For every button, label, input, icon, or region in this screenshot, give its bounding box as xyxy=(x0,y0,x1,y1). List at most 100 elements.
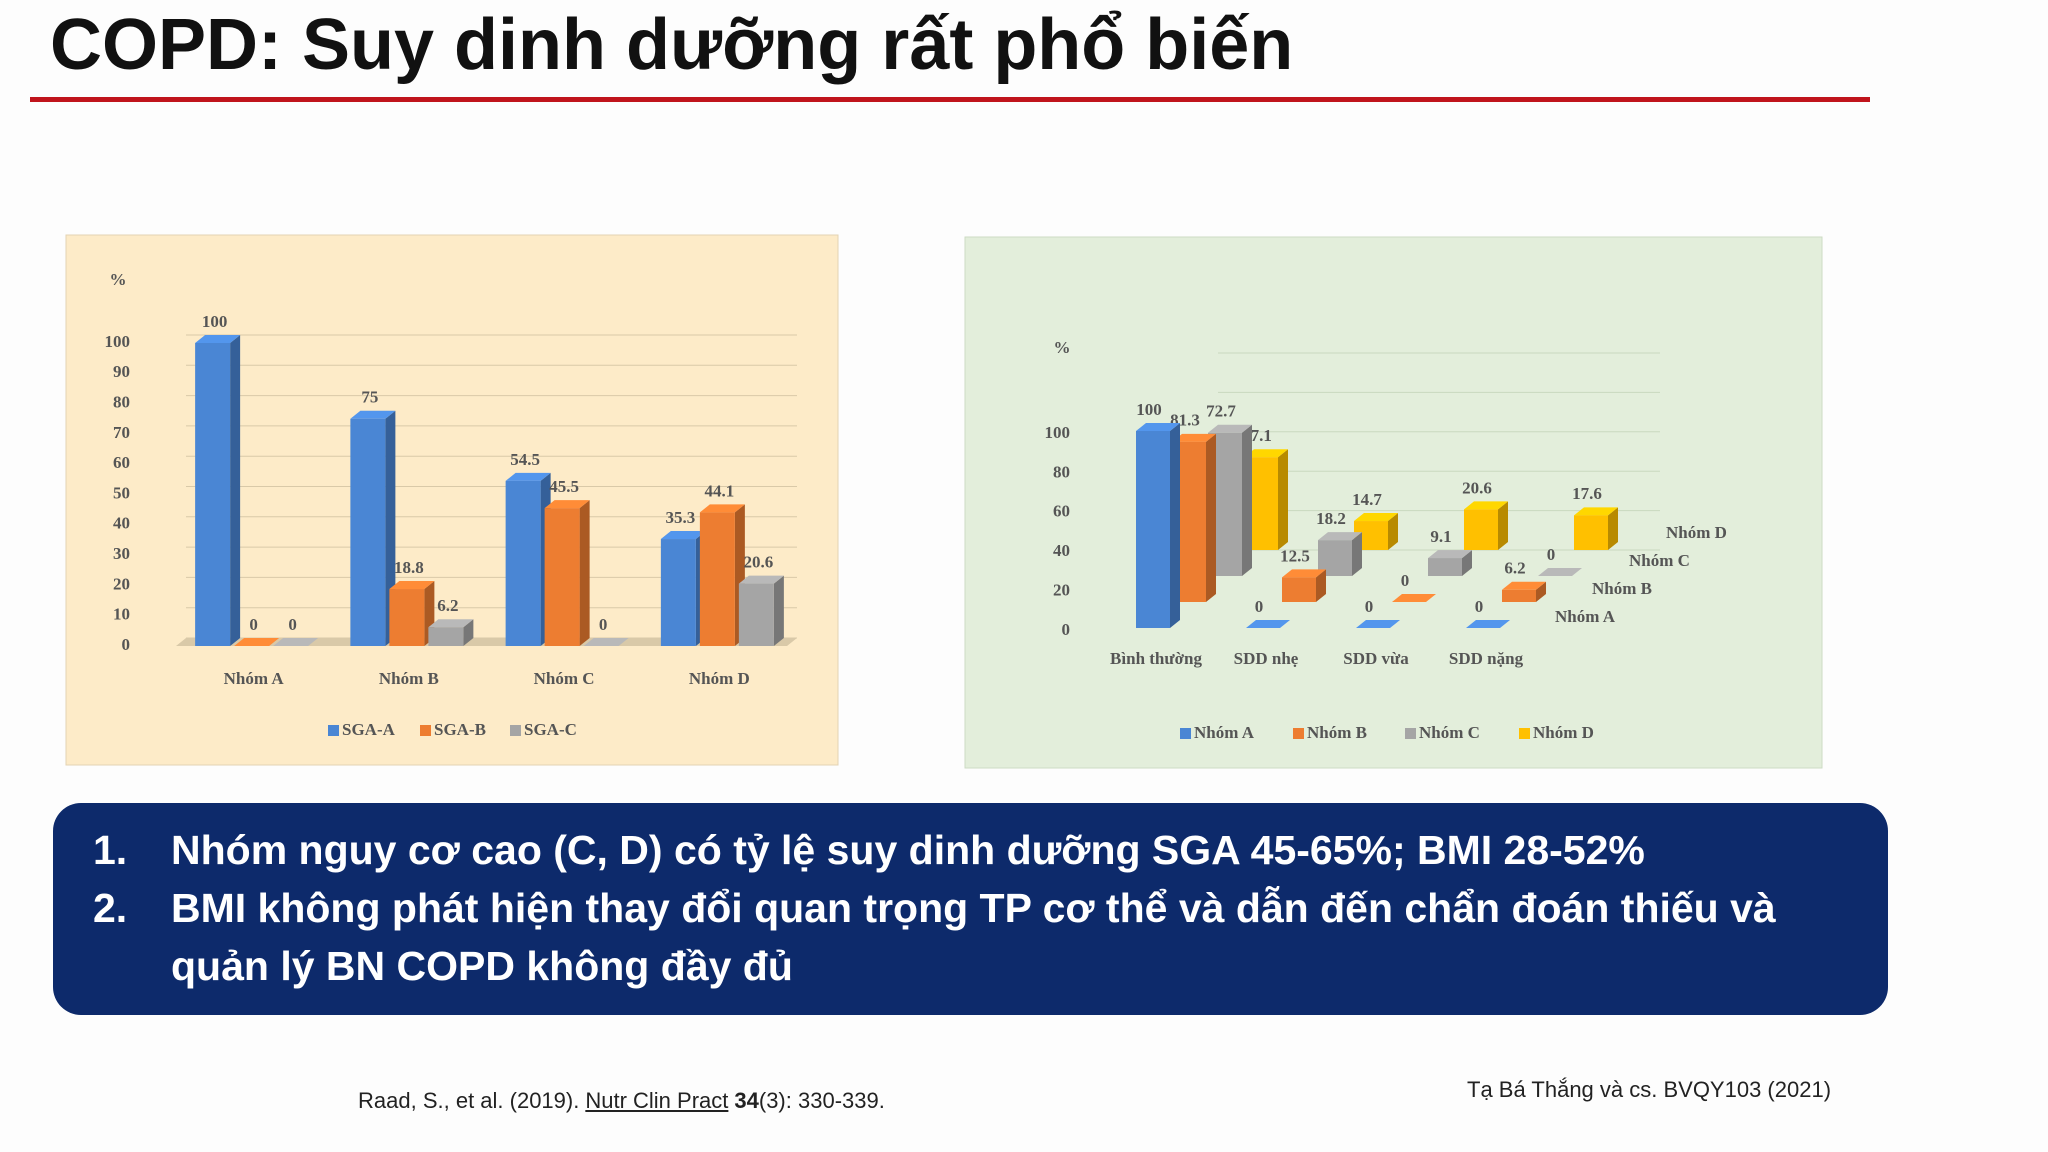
bar-top xyxy=(1356,620,1400,628)
point-number: 1. xyxy=(93,827,128,873)
legend-swatch xyxy=(328,725,339,736)
y-tick-label: 100 xyxy=(1045,423,1071,442)
bar xyxy=(1428,558,1462,576)
bar-top xyxy=(1502,581,1546,590)
value-label: 20.6 xyxy=(1462,478,1492,497)
bar-top xyxy=(234,638,280,646)
bar xyxy=(505,480,541,646)
reference: Raad, S., et al. (2019). Nutr Clin Pract 3… xyxy=(358,1088,891,1114)
value-label: 0 xyxy=(599,615,608,634)
value-label: 0 xyxy=(1365,597,1374,616)
y-tick-label: 40 xyxy=(1053,541,1070,560)
x-tick-label: SDD nhẹ xyxy=(1234,649,1299,668)
legend-label: Nhóm C xyxy=(1419,723,1480,742)
chart-panel xyxy=(65,234,839,766)
slide-title: COPD: Suy dinh dưỡng rất phổ biến xyxy=(50,5,1294,85)
y-tick-label: 40 xyxy=(113,514,130,533)
ref-journal: Nutr Clin Pract xyxy=(585,1088,729,1113)
legend-label: Nhóm A xyxy=(1194,723,1255,742)
bar-top xyxy=(1538,568,1582,576)
bar xyxy=(738,583,774,646)
ref-volume: 34 xyxy=(734,1088,759,1113)
bar-top xyxy=(389,581,435,590)
ref-authors: Raad, S., et al. (2019). xyxy=(358,1088,580,1113)
bar-top xyxy=(1244,449,1288,458)
bar-top xyxy=(428,619,474,628)
bar-side xyxy=(1170,423,1180,628)
bar xyxy=(544,508,580,646)
bar xyxy=(195,343,231,646)
bar-top xyxy=(350,410,396,419)
y-tick-label: 80 xyxy=(113,393,130,412)
bar-side xyxy=(463,619,474,646)
bar-side xyxy=(1352,532,1362,576)
bar-side xyxy=(579,500,590,646)
bar-top xyxy=(1246,620,1290,628)
bar xyxy=(1136,431,1170,628)
value-label: 0 xyxy=(1547,545,1556,564)
bar-top xyxy=(1354,513,1398,522)
bar-top xyxy=(1136,423,1180,431)
legend-label: SGA-B xyxy=(434,720,486,739)
y-tick-label: 30 xyxy=(113,544,130,563)
value-label: 6.2 xyxy=(437,596,458,615)
value-label: 20.6 xyxy=(744,552,774,571)
y-tick-label: 60 xyxy=(113,453,130,472)
key-points: 1. Nhóm nguy cơ cao (C, D) có tỷ lệ suy d… xyxy=(53,803,1888,1015)
value-label: 9.1 xyxy=(1430,527,1451,546)
depth-label: Nhóm B xyxy=(1592,579,1652,598)
value-label: 18.2 xyxy=(1316,509,1346,528)
bar-top xyxy=(1318,532,1362,541)
x-tick-label: Bình thường xyxy=(1110,649,1202,668)
y-tick-label: 60 xyxy=(1053,502,1070,521)
bar xyxy=(1282,577,1316,602)
bar-side xyxy=(1316,569,1326,602)
legend-swatch xyxy=(1519,728,1530,739)
title-rule xyxy=(30,97,1870,102)
value-label: 18.8 xyxy=(394,558,424,577)
value-label: 72.7 xyxy=(1206,402,1236,421)
legend-label: SGA-A xyxy=(342,720,396,739)
y-tick-label: 80 xyxy=(1053,462,1070,481)
value-label: 17.6 xyxy=(1572,484,1602,503)
bar xyxy=(1464,509,1498,550)
bar-side xyxy=(1536,581,1546,602)
value-label: 54.5 xyxy=(510,450,540,469)
bar-top xyxy=(1466,620,1510,628)
value-label: 12.5 xyxy=(1280,546,1310,565)
bar-side xyxy=(1608,507,1618,550)
bar-top xyxy=(699,504,745,513)
x-tick-label: SDD vừa xyxy=(1343,649,1409,668)
y-tick-label: 20 xyxy=(113,574,130,593)
x-tick-label: Nhóm D xyxy=(689,669,750,688)
value-label: 45.5 xyxy=(549,477,579,496)
value-label: 0 xyxy=(1255,597,1264,616)
bar-top xyxy=(1574,507,1618,516)
depth-label: Nhóm A xyxy=(1555,607,1616,626)
legend-swatch xyxy=(420,725,431,736)
y-axis-label: % xyxy=(110,270,127,289)
legend-label: SGA-C xyxy=(524,720,577,739)
bar-side xyxy=(1206,433,1216,602)
value-label: 14.7 xyxy=(1352,490,1382,509)
bar-side xyxy=(1278,449,1288,550)
bar-top xyxy=(738,575,784,584)
value-label: 100 xyxy=(202,312,228,331)
x-tick-label: Nhóm A xyxy=(224,669,285,688)
bar-side xyxy=(1462,550,1472,576)
y-tick-label: 90 xyxy=(113,362,130,381)
y-tick-label: 70 xyxy=(113,423,130,442)
chart-panel xyxy=(964,236,1823,769)
value-label: 35.3 xyxy=(666,508,696,527)
legend-swatch xyxy=(1293,728,1304,739)
bar-top xyxy=(1172,433,1216,442)
bar-side xyxy=(1242,424,1252,576)
floor xyxy=(176,638,797,646)
bar-top xyxy=(1464,501,1508,510)
bar xyxy=(350,418,386,646)
depth-label: Nhóm D xyxy=(1666,523,1727,542)
bar-side xyxy=(230,335,241,646)
